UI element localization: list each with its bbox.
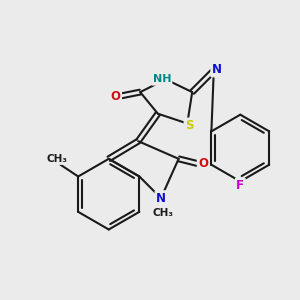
Text: CH₃: CH₃ bbox=[152, 208, 173, 218]
Text: F: F bbox=[236, 179, 244, 192]
Text: N: N bbox=[212, 63, 222, 76]
Text: CH₃: CH₃ bbox=[46, 154, 67, 164]
Text: O: O bbox=[198, 157, 208, 170]
Text: N: N bbox=[156, 192, 166, 205]
Text: O: O bbox=[111, 89, 121, 103]
Text: S: S bbox=[185, 119, 194, 132]
Text: NH: NH bbox=[152, 74, 171, 84]
